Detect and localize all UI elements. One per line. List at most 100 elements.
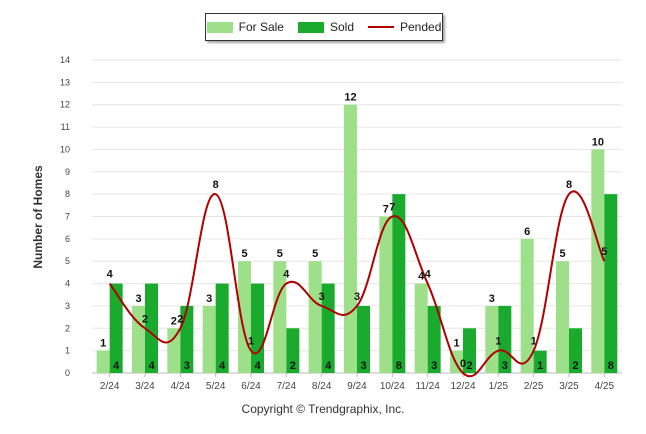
x-tick-label: 3/25	[559, 381, 579, 392]
bar-sold	[463, 328, 476, 373]
data-label-pended: 1	[248, 336, 254, 348]
x-tick-label: 12/24	[450, 381, 475, 392]
legend-swatch-for-sale	[206, 21, 233, 33]
data-label-for-sale: 7	[383, 204, 389, 216]
legend-swatch-pended	[368, 26, 394, 28]
data-label-for-sale: 12	[344, 92, 356, 104]
y-tick-label: 1	[65, 346, 70, 356]
data-label-for-sale: 3	[135, 293, 141, 305]
y-tick-label: 12	[60, 100, 70, 110]
legend-label-sold: Sold	[329, 20, 354, 34]
legend: For Sale Sold Pended	[205, 13, 443, 41]
bar-sold	[145, 283, 158, 373]
x-tick-label: 1/25	[489, 381, 509, 392]
line-pended	[108, 190, 606, 378]
x-tick-label: 7/24	[277, 381, 297, 392]
y-tick-label: 0	[65, 368, 70, 378]
x-tick-label: 2/24	[100, 381, 120, 392]
y-tick-label: 13	[60, 77, 70, 87]
x-tick-label: 11/24	[416, 381, 441, 392]
data-label-for-sale: 3	[489, 293, 495, 305]
data-label-pended: 1	[495, 336, 501, 348]
legend-item-sold[interactable]: Sold	[297, 20, 354, 34]
data-label-sold: 3	[431, 360, 437, 372]
data-label-sold: 3	[184, 360, 190, 372]
data-label-pended: 0	[460, 358, 466, 370]
x-tick-label: 3/24	[135, 381, 155, 392]
data-label-for-sale: 5	[241, 248, 247, 260]
y-tick-label: 2	[65, 323, 70, 333]
bar-sold	[392, 194, 406, 373]
bar-for-sale	[379, 216, 393, 373]
data-label-for-sale: 5	[312, 248, 318, 260]
bar-sold	[533, 350, 547, 373]
bar-for-sale	[202, 305, 216, 373]
bar-sold	[251, 283, 264, 373]
copyright-text: Copyright © Trendgraphix, Inc.	[241, 402, 405, 416]
bar-sold	[604, 194, 618, 373]
bar-sold	[215, 283, 229, 373]
data-label-sold: 8	[396, 360, 402, 372]
y-tick-label: 4	[65, 279, 70, 289]
y-tick-label: 3	[65, 301, 70, 311]
data-label-for-sale: 1	[100, 338, 106, 350]
data-label-pended: 4	[425, 269, 432, 281]
data-label-pended: 1	[531, 336, 537, 348]
x-tick-label: 2/25	[524, 381, 544, 392]
data-label-sold: 3	[360, 360, 366, 372]
bar-for-sale	[96, 350, 110, 373]
bar-sold	[498, 305, 512, 373]
legend-item-for-sale[interactable]: For Sale	[206, 20, 284, 34]
x-tick-label: 8/24	[312, 381, 332, 392]
data-label-for-sale: 10	[592, 136, 604, 148]
data-label-pended: 3	[354, 291, 360, 303]
data-label-pended: 8	[213, 179, 219, 191]
bar-sold	[321, 283, 335, 373]
bar-for-sale	[414, 283, 428, 373]
bar-for-sale	[556, 261, 569, 373]
data-label-sold: 1	[537, 360, 543, 372]
x-tick-label: 9/24	[347, 381, 367, 392]
data-label-sold: 2	[572, 360, 578, 372]
y-tick-label: 5	[65, 256, 70, 266]
legend-label-pended: Pended	[400, 20, 442, 34]
bar-sold	[569, 328, 582, 373]
bar-for-sale	[485, 305, 499, 373]
y-tick-label: 11	[61, 122, 70, 132]
bar-for-sale	[591, 149, 605, 373]
bar-for-sale	[238, 261, 251, 373]
data-label-sold: 4	[219, 360, 226, 372]
data-label-pended: 8	[566, 179, 572, 191]
bar-for-sale	[308, 261, 322, 373]
data-label-pended: 7	[389, 202, 395, 214]
data-label-sold: 2	[290, 360, 296, 372]
x-tick-label: 5/24	[206, 381, 226, 392]
data-label-sold: 4	[325, 360, 332, 372]
data-label-for-sale: 5	[559, 248, 565, 260]
bar-for-sale	[132, 305, 145, 373]
y-tick-label: 8	[65, 189, 70, 199]
bar-for-sale	[167, 328, 181, 373]
data-label-for-sale: 2	[171, 315, 177, 327]
x-tick-label: 10/24	[380, 381, 405, 392]
bar-for-sale	[273, 261, 287, 373]
data-label-for-sale: 1	[453, 338, 459, 350]
legend-item-pended[interactable]: Pended	[368, 20, 441, 34]
data-label-sold: 2	[466, 360, 472, 372]
data-label-for-sale: 5	[277, 248, 283, 260]
bar-for-sale	[520, 238, 534, 373]
data-label-sold: 4	[113, 360, 120, 372]
data-label-pended: 5	[601, 246, 607, 258]
legend-label-for-sale: For Sale	[238, 20, 284, 34]
data-label-for-sale: 3	[206, 293, 212, 305]
y-tick-label: 9	[65, 167, 70, 177]
x-tick-label: 4/25	[595, 381, 615, 392]
x-tick-label: 4/24	[171, 381, 191, 392]
data-label-pended: 2	[142, 313, 148, 325]
data-label-pended: 4	[107, 269, 114, 281]
bar-for-sale	[344, 104, 357, 373]
data-label-sold: 8	[608, 360, 614, 372]
data-label-sold: 4	[254, 360, 261, 372]
data-label-sold: 3	[502, 360, 508, 372]
